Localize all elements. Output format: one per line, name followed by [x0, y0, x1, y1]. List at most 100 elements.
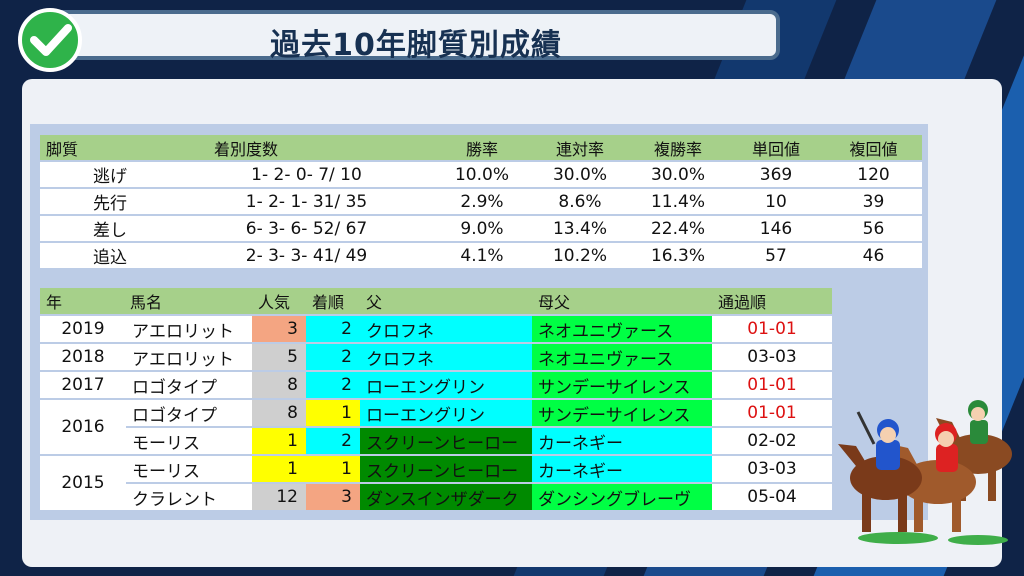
style-cell: 差し — [40, 214, 180, 242]
dam-sire-cell: サンデーサイレンス — [532, 398, 712, 427]
table-row: 2016 ロゴタイプ 8 1 ローエングリン サンデーサイレンス 01-01 — [40, 398, 832, 455]
grass-patch — [948, 535, 1008, 545]
header-record: 着別度数 — [180, 135, 433, 161]
year-cell: 2017 — [40, 370, 126, 399]
table-row: 逃げ 1- 2- 0- 7/ 10 10.0% 30.0% 30.0% 369 … — [40, 160, 922, 188]
header-year: 年 — [40, 288, 126, 315]
dam-sire-cell: ネオユニヴァース — [532, 314, 712, 343]
sire-cell: クロフネ — [360, 342, 532, 371]
win-return-cell: 57 — [727, 241, 825, 268]
popularity-cell: 1 — [252, 426, 306, 455]
table-row: 2018 アエロリット 5 2 クロフネ ネオユニヴァース 03-03 — [40, 342, 832, 371]
past-results-table: 年 馬名 人気 着順 父 母父 通過順 2019 アエロリット 3 2 クロフネ… — [40, 288, 832, 510]
win-rate-cell: 4.1% — [433, 241, 531, 268]
horse-cell: アエロリット — [126, 314, 252, 343]
jockeys-on-horses-illustration — [838, 400, 1012, 545]
finish-cell: 1 — [306, 454, 360, 483]
dam-sire-cell: ネオユニヴァース — [532, 342, 712, 371]
show-rate-cell: 11.4% — [629, 187, 727, 215]
finish-cell: 1 — [306, 398, 360, 427]
sire-cell: クロフネ — [360, 314, 532, 343]
quinella-rate-cell: 10.2% — [531, 241, 629, 268]
sire-cell: スクリーンヒーロー — [360, 426, 532, 455]
header-quinella-rate: 連対率 — [531, 135, 629, 161]
dam-sire-cell: サンデーサイレンス — [532, 370, 712, 399]
style-cell: 先行 — [40, 187, 180, 215]
passing-cell: 03-03 — [712, 342, 832, 371]
horse-cell: ロゴタイプ — [126, 370, 252, 399]
checkmark-icon — [18, 8, 82, 72]
show-rate-cell: 30.0% — [629, 160, 727, 188]
record-cell: 1- 2- 0- 7/ 10 — [180, 160, 433, 188]
running-style-stats-table: 脚質 着別度数 勝率 連対率 複勝率 単回値 複回値 逃げ 1- 2- 0- 7… — [40, 135, 922, 268]
header-passing: 通過順 — [712, 288, 832, 315]
table-row: 追込 2- 3- 3- 41/ 49 4.1% 10.2% 16.3% 57 4… — [40, 241, 922, 268]
finish-cell: 2 — [306, 314, 360, 343]
table-header-row: 脚質 着別度数 勝率 連対率 複勝率 単回値 複回値 — [40, 135, 922, 161]
header-finish: 着順 — [306, 288, 360, 315]
header-show-rate: 複勝率 — [629, 135, 727, 161]
table-row: 差し 6- 3- 6- 52/ 67 9.0% 13.4% 22.4% 146 … — [40, 214, 922, 242]
table-row: 先行 1- 2- 1- 31/ 35 2.9% 8.6% 11.4% 10 39 — [40, 187, 922, 215]
dam-sire-cell: カーネギー — [532, 454, 712, 483]
front-horse-icon — [838, 411, 922, 532]
passing-cell: 01-01 — [712, 314, 832, 343]
table-header-row: 年 馬名 人気 着順 父 母父 通過順 — [40, 288, 832, 315]
table-row: 2019 アエロリット 3 2 クロフネ ネオユニヴァース 01-01 — [40, 314, 832, 343]
popularity-cell: 8 — [252, 398, 306, 427]
header-win-return: 単回値 — [727, 135, 825, 161]
sire-cell: ローエングリン — [360, 370, 532, 399]
style-cell: 追込 — [40, 241, 180, 268]
year-cell: 2019 — [40, 314, 126, 343]
header-win-rate: 勝率 — [433, 135, 531, 161]
horse-cell: クラレント — [126, 482, 252, 510]
horse-cell: アエロリット — [126, 342, 252, 371]
quinella-rate-cell: 13.4% — [531, 214, 629, 242]
show-rate-cell: 22.4% — [629, 214, 727, 242]
popularity-cell: 12 — [252, 482, 306, 510]
table-row: モーリス 1 2 スクリーンヒーロー カーネギー 02-02 — [40, 426, 832, 455]
passing-cell: 01-01 — [712, 398, 832, 427]
record-cell: 2- 3- 3- 41/ 49 — [180, 241, 433, 268]
quinella-rate-cell: 30.0% — [531, 160, 629, 188]
show-return-cell: 39 — [825, 187, 922, 215]
finish-cell: 2 — [306, 370, 360, 399]
finish-cell: 2 — [306, 342, 360, 371]
year-cell: 2015 — [40, 454, 126, 510]
show-return-cell: 120 — [825, 160, 922, 188]
title-bar: 過去10年脚質別成績 — [52, 10, 780, 63]
horse-cell: ロゴタイプ — [126, 398, 252, 427]
win-return-cell: 369 — [727, 160, 825, 188]
record-cell: 1- 2- 1- 31/ 35 — [180, 187, 433, 215]
popularity-cell: 8 — [252, 370, 306, 399]
show-return-cell: 56 — [825, 214, 922, 242]
win-return-cell: 146 — [727, 214, 825, 242]
header-sire: 父 — [360, 288, 532, 315]
record-cell: 6- 3- 6- 52/ 67 — [180, 214, 433, 242]
sire-cell: ローエングリン — [360, 398, 532, 427]
header-show-return: 複回値 — [825, 135, 922, 161]
win-rate-cell: 2.9% — [433, 187, 531, 215]
passing-cell: 05-04 — [712, 482, 832, 510]
table-row: 2015 モーリス 1 1 スクリーンヒーロー カーネギー 03-03 — [40, 454, 832, 510]
quinella-rate-cell: 8.6% — [531, 187, 629, 215]
year-cell: 2016 — [40, 398, 126, 455]
popularity-cell: 5 — [252, 342, 306, 371]
passing-cell: 03-03 — [712, 454, 832, 483]
table-row: 2017 ロゴタイプ 8 2 ローエングリン サンデーサイレンス 01-01 — [40, 370, 832, 399]
grass-patch — [858, 532, 938, 544]
show-return-cell: 46 — [825, 241, 922, 268]
dam-sire-cell: ダンシングブレーヴ — [532, 482, 712, 510]
sire-cell: スクリーンヒーロー — [360, 454, 532, 483]
passing-cell: 02-02 — [712, 426, 832, 455]
win-rate-cell: 10.0% — [433, 160, 531, 188]
horse-cell: モーリス — [126, 426, 252, 455]
dam-sire-cell: カーネギー — [532, 426, 712, 455]
table-row: クラレント 12 3 ダンスインザダーク ダンシングブレーヴ 05-04 — [40, 482, 832, 510]
header-horse: 馬名 — [126, 288, 252, 315]
header-popularity: 人気 — [252, 288, 306, 315]
win-return-cell: 10 — [727, 187, 825, 215]
popularity-cell: 1 — [252, 454, 306, 483]
finish-cell: 3 — [306, 482, 360, 510]
win-rate-cell: 9.0% — [433, 214, 531, 242]
